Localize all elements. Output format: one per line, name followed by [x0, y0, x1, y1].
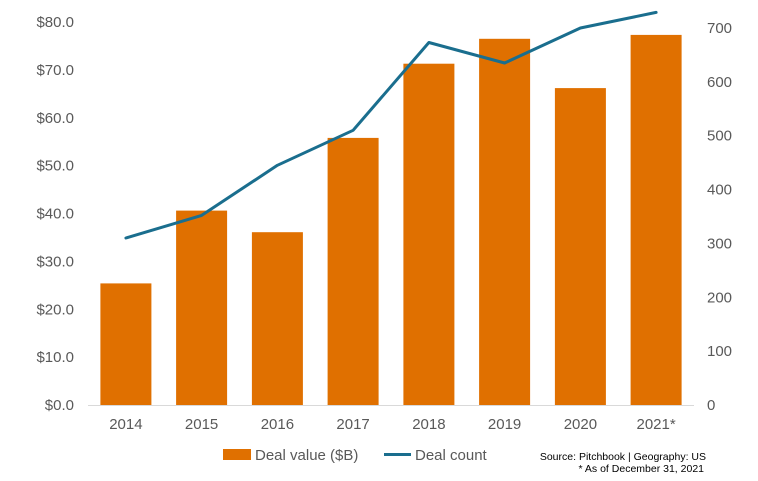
y-left-tick-label: $60.0	[36, 110, 74, 127]
x-axis: 2014 2015 2016 2017 2018 2019 2020 2021*	[109, 416, 676, 433]
legend-swatch-deal-value	[223, 449, 251, 460]
source-note: Source: Pitchbook | Geography: US * As o…	[540, 451, 706, 475]
left-axis: $0.0 $10.0 $20.0 $30.0 $40.0 $50.0 $60.0 $70.0 $…	[36, 14, 74, 414]
y-left-tick-label: $30.0	[36, 253, 74, 270]
bar	[176, 210, 228, 405]
line-series	[124, 10, 658, 240]
y-right-tick-label: 400	[707, 182, 732, 199]
source-text: Source: Pitchbook | Geography: US	[540, 451, 706, 463]
x-tick-label: 2017	[336, 416, 369, 433]
bar	[630, 34, 682, 406]
x-tick-label: 2021*	[636, 416, 675, 433]
y-left-tick-label: $50.0	[36, 158, 74, 175]
y-right-tick-label: 700	[707, 20, 732, 37]
bar	[251, 232, 303, 405]
x-tick-label: 2019	[488, 416, 521, 433]
legend: Deal value ($B) Deal count	[223, 447, 488, 464]
y-right-tick-label: 600	[707, 74, 732, 91]
y-left-tick-label: $20.0	[36, 301, 74, 318]
bar-series	[100, 34, 682, 406]
y-left-tick-label: $70.0	[36, 62, 74, 79]
y-right-tick-label: 200	[707, 289, 732, 306]
y-right-tick-label: 0	[707, 397, 715, 414]
right-axis: 0 100 200 300 400 500 600 700	[707, 20, 732, 414]
bar	[100, 283, 152, 405]
x-tick-label: 2020	[564, 416, 597, 433]
y-left-tick-label: $80.0	[36, 14, 74, 31]
y-right-tick-label: 100	[707, 343, 732, 360]
y-left-tick-label: $10.0	[36, 349, 74, 366]
deal-count-line	[124, 10, 658, 240]
bar	[403, 63, 455, 405]
legend-label-deal-value: Deal value ($B)	[255, 447, 358, 464]
bar	[327, 137, 379, 405]
y-left-tick-label: $40.0	[36, 206, 74, 223]
legend-label-deal-count: Deal count	[415, 447, 488, 464]
footnote-text: * As of December 31, 2021	[579, 463, 705, 475]
x-tick-label: 2016	[261, 416, 294, 433]
x-tick-label: 2018	[412, 416, 445, 433]
bar	[554, 88, 606, 405]
x-tick-label: 2015	[185, 416, 218, 433]
y-right-tick-label: 500	[707, 128, 732, 145]
y-right-tick-label: 300	[707, 235, 732, 252]
y-left-tick-label: $0.0	[45, 397, 74, 414]
bar	[479, 38, 531, 406]
x-tick-label: 2014	[109, 416, 142, 433]
